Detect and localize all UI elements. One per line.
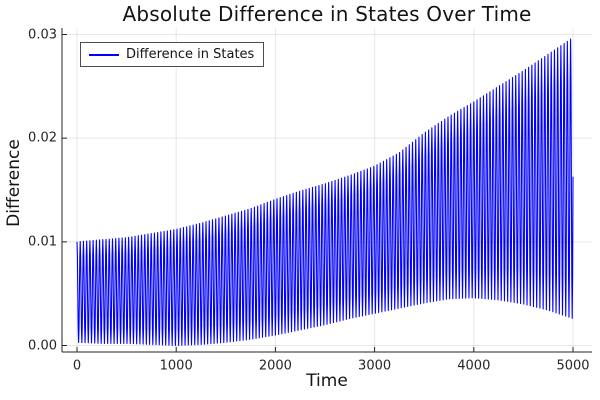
x-axis-label: Time bbox=[306, 371, 348, 391]
y-tick-label: 0.02 bbox=[28, 130, 57, 146]
x-tick-label: 0 bbox=[72, 358, 82, 374]
series-line bbox=[76, 38, 574, 347]
y-tick-label: 0.00 bbox=[28, 338, 57, 353]
x-tick-label: 1000 bbox=[159, 358, 193, 374]
y-axis-label: Difference bbox=[4, 139, 24, 227]
legend-label: Difference in States bbox=[126, 47, 255, 62]
y-tick-label: 0.03 bbox=[28, 27, 57, 42]
chart-title: Absolute Difference in States Over Time bbox=[122, 2, 532, 26]
x-tick-label: 4000 bbox=[457, 358, 491, 374]
x-tick-label: 5000 bbox=[556, 358, 590, 374]
x-tick-label: 3000 bbox=[358, 358, 392, 374]
y-tick-label: 0.01 bbox=[28, 234, 57, 250]
x-tick-label: 2000 bbox=[258, 358, 292, 374]
legend: Difference in States bbox=[80, 42, 265, 67]
legend-line-sample bbox=[89, 53, 119, 56]
